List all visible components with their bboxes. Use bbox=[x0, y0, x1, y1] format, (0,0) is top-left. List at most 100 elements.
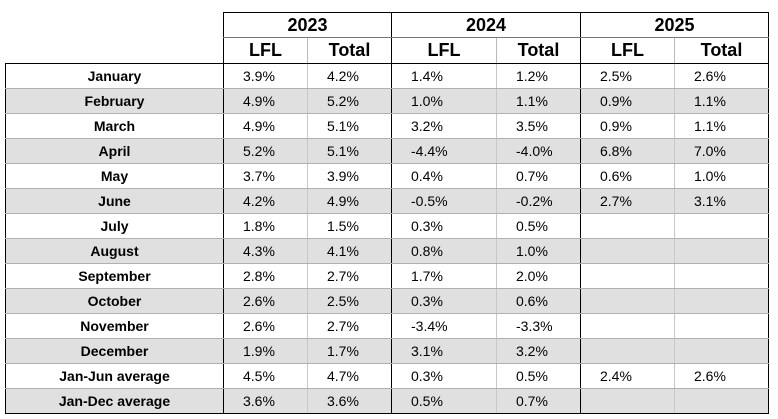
value-cell: 3.2% bbox=[496, 338, 581, 364]
value-cell: 3.7% bbox=[223, 163, 308, 189]
subheader-lfl: LFL bbox=[391, 37, 497, 64]
value-cell: 3.1% bbox=[674, 188, 769, 214]
table-row: Jan-Dec average 3.6% 3.6% 0.5% 0.7% bbox=[5, 388, 769, 414]
value-cell: 1.0% bbox=[391, 88, 497, 114]
value-cell: 4.2% bbox=[223, 188, 308, 214]
value-cell: 0.8% bbox=[391, 238, 497, 264]
value-cell: 0.9% bbox=[580, 113, 675, 139]
value-cell: 5.1% bbox=[307, 113, 392, 139]
value-cell bbox=[580, 263, 675, 289]
value-cell: 5.2% bbox=[307, 88, 392, 114]
row-label: June bbox=[5, 188, 224, 214]
value-cell: 5.2% bbox=[223, 138, 308, 164]
value-cell: -3.4% bbox=[391, 313, 497, 339]
value-cell bbox=[674, 388, 769, 414]
value-cell: 3.9% bbox=[307, 163, 392, 189]
table-row: Jan-Jun average 4.5% 4.7% 0.3% 0.5% 2.4% 2.6% bbox=[5, 363, 769, 389]
value-cell: 1.7% bbox=[307, 338, 392, 364]
value-cell: 0.7% bbox=[496, 163, 581, 189]
table-row: July 1.8% 1.5% 0.3% 0.5% bbox=[5, 213, 769, 239]
value-cell: 4.9% bbox=[223, 113, 308, 139]
row-label: December bbox=[5, 338, 224, 364]
value-cell bbox=[580, 338, 675, 364]
value-cell: 0.3% bbox=[391, 213, 497, 239]
value-cell: 2.4% bbox=[580, 363, 675, 389]
row-label: August bbox=[5, 238, 224, 264]
value-cell: 2.5% bbox=[580, 63, 675, 89]
table-row: May 3.7% 3.9% 0.4% 0.7% 0.6% 1.0% bbox=[5, 163, 769, 189]
value-cell: 2.5% bbox=[307, 288, 392, 314]
value-cell bbox=[674, 313, 769, 339]
row-label: September bbox=[5, 263, 224, 289]
table-row: October 2.6% 2.5% 0.3% 0.6% bbox=[5, 288, 769, 314]
value-cell: 0.3% bbox=[391, 363, 497, 389]
value-cell: 0.7% bbox=[496, 388, 581, 414]
row-label: July bbox=[5, 213, 224, 239]
value-cell bbox=[580, 288, 675, 314]
table-row: March 4.9% 5.1% 3.2% 3.5% 0.9% 1.1% bbox=[5, 113, 769, 139]
value-cell: 1.9% bbox=[223, 338, 308, 364]
value-cell: 2.8% bbox=[223, 263, 308, 289]
value-cell bbox=[674, 238, 769, 264]
value-cell: 2.7% bbox=[307, 313, 392, 339]
value-cell: 4.9% bbox=[223, 88, 308, 114]
value-cell bbox=[674, 288, 769, 314]
subheader-lfl: LFL bbox=[580, 37, 675, 64]
value-cell: 2.6% bbox=[223, 288, 308, 314]
value-cell: 0.5% bbox=[391, 388, 497, 414]
value-cell: 1.7% bbox=[391, 263, 497, 289]
row-label: November bbox=[5, 313, 224, 339]
table-row: August 4.3% 4.1% 0.8% 1.0% bbox=[5, 238, 769, 264]
value-cell bbox=[580, 213, 675, 239]
value-cell bbox=[580, 313, 675, 339]
value-cell bbox=[674, 263, 769, 289]
subheader-total: Total bbox=[496, 37, 581, 64]
year-header-2023: 2023 bbox=[223, 12, 392, 38]
value-cell bbox=[580, 388, 675, 414]
sales-growth-table: 2023 2024 2025 LFL Total LFL Total LFL T… bbox=[5, 12, 769, 414]
value-cell: 2.6% bbox=[674, 63, 769, 89]
table-row: December 1.9% 1.7% 3.1% 3.2% bbox=[5, 338, 769, 364]
value-cell: 3.6% bbox=[307, 388, 392, 414]
value-cell: 3.6% bbox=[223, 388, 308, 414]
value-cell: -0.5% bbox=[391, 188, 497, 214]
row-label: October bbox=[5, 288, 224, 314]
value-cell: 4.1% bbox=[307, 238, 392, 264]
subheader-row: LFL Total LFL Total LFL Total bbox=[6, 37, 769, 64]
row-label: Jan-Dec average bbox=[5, 388, 224, 414]
table-row: September 2.8% 2.7% 1.7% 2.0% bbox=[5, 263, 769, 289]
value-cell: 1.0% bbox=[674, 163, 769, 189]
row-label: March bbox=[5, 113, 224, 139]
row-label: Jan-Jun average bbox=[5, 363, 224, 389]
value-cell: 3.5% bbox=[496, 113, 581, 139]
value-cell: -4.4% bbox=[391, 138, 497, 164]
value-cell bbox=[580, 238, 675, 264]
row-label: February bbox=[5, 88, 224, 114]
row-label: April bbox=[5, 138, 224, 164]
corner-cell bbox=[6, 13, 224, 38]
value-cell: 1.4% bbox=[391, 63, 497, 89]
value-cell: 4.9% bbox=[307, 188, 392, 214]
value-cell: 5.1% bbox=[307, 138, 392, 164]
value-cell: 1.1% bbox=[674, 113, 769, 139]
value-cell: 4.3% bbox=[223, 238, 308, 264]
row-label: May bbox=[5, 163, 224, 189]
value-cell: 0.6% bbox=[496, 288, 581, 314]
value-cell: 1.1% bbox=[674, 88, 769, 114]
value-cell: 2.6% bbox=[674, 363, 769, 389]
value-cell: 1.0% bbox=[496, 238, 581, 264]
table-row: February 4.9% 5.2% 1.0% 1.1% 0.9% 1.1% bbox=[5, 88, 769, 114]
value-cell: 6.8% bbox=[580, 138, 675, 164]
subheader-total: Total bbox=[674, 37, 769, 64]
value-cell: 4.7% bbox=[307, 363, 392, 389]
table-row: April 5.2% 5.1% -4.4% -4.0% 6.8% 7.0% bbox=[5, 138, 769, 164]
value-cell: 1.2% bbox=[496, 63, 581, 89]
value-cell: -3.3% bbox=[496, 313, 581, 339]
value-cell bbox=[674, 213, 769, 239]
table-row: January 3.9% 4.2% 1.4% 1.2% 2.5% 2.6% bbox=[5, 63, 769, 89]
value-cell: 0.6% bbox=[580, 163, 675, 189]
year-header-2024: 2024 bbox=[391, 12, 581, 38]
value-cell: 7.0% bbox=[674, 138, 769, 164]
table-row: June 4.2% 4.9% -0.5% -0.2% 2.7% 3.1% bbox=[5, 188, 769, 214]
value-cell: 2.6% bbox=[223, 313, 308, 339]
